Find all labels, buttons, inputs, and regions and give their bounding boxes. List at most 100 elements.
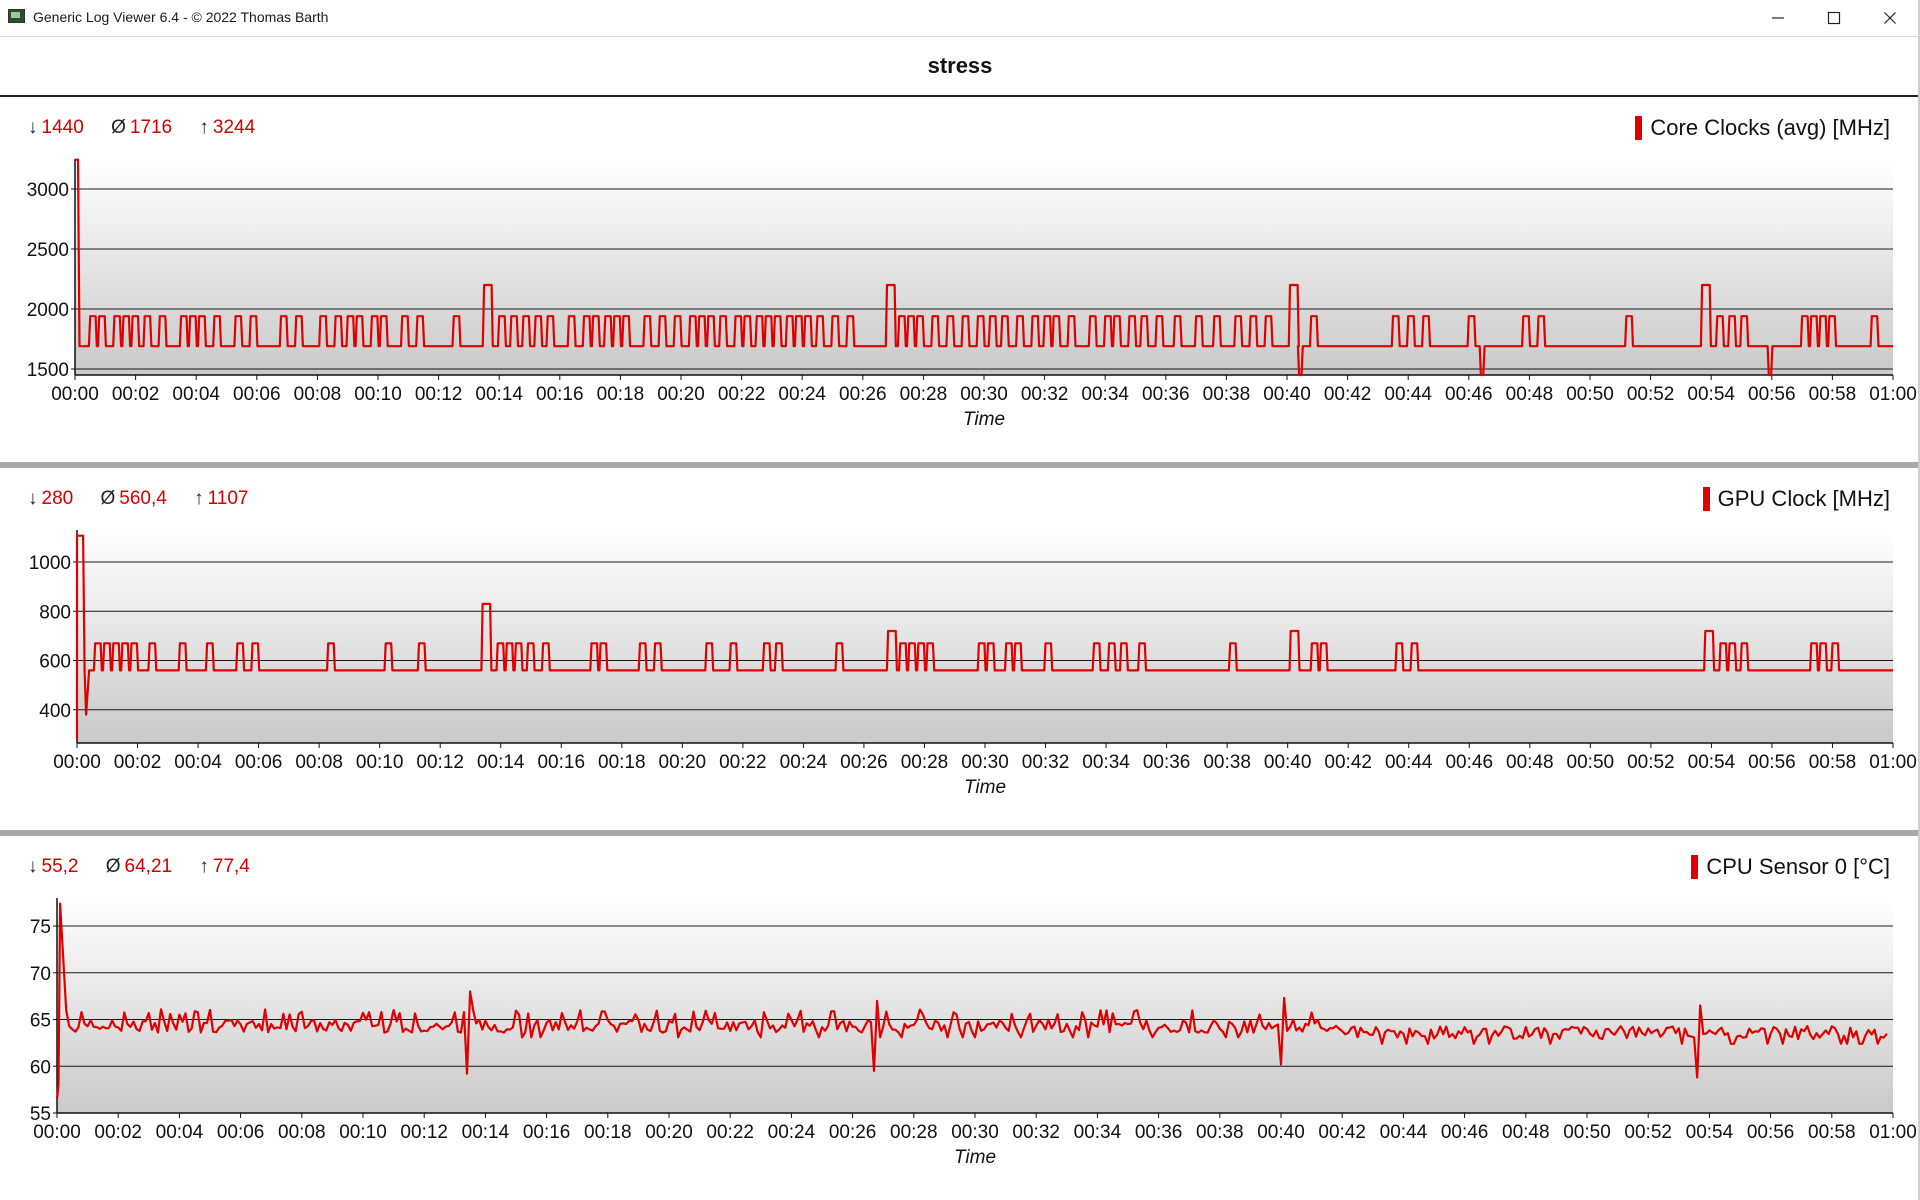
x-tick-label: 00:50	[1566, 384, 1614, 405]
x-tick-label: 00:44	[1380, 1122, 1428, 1143]
legend[interactable]: Core Clocks (avg) [MHz]	[1635, 115, 1890, 141]
x-axis-label: Time	[964, 777, 1006, 798]
min-symbol: ↓	[28, 488, 38, 509]
x-tick-label: 00:34	[1074, 1122, 1122, 1143]
x-tick-label: 00:04	[172, 384, 220, 405]
y-tick-label: 2500	[27, 240, 69, 261]
x-tick-label: 00:48	[1506, 752, 1554, 773]
x-tick-label: 00:28	[900, 384, 948, 405]
max-value: 1107	[207, 488, 249, 509]
x-tick-label: 00:42	[1324, 384, 1372, 405]
avg-symbol: Ø	[105, 856, 121, 877]
x-tick-label: 00:56	[1748, 384, 1796, 405]
x-tick-label: 00:58	[1809, 384, 1857, 405]
x-tick-label: 00:32	[1021, 384, 1069, 405]
stats-row: ↓ 280 Ø 560,4 ↑ 1107	[28, 488, 270, 510]
x-tick-label: 00:48	[1506, 384, 1554, 405]
avg-symbol: Ø	[100, 488, 116, 509]
stats-row: ↓ 1440 Ø 1716 ↑ 3244	[28, 117, 277, 139]
x-tick-label: 00:38	[1203, 752, 1251, 773]
chart-plot-core-clocks[interactable]: 3000 2500 2000 1500 00:00 00:02 00:04 00:06 00:0…	[0, 157, 1920, 462]
y-tick-label: 75	[30, 917, 51, 938]
document-title: stress	[0, 36, 1920, 97]
panel-splitter[interactable]	[0, 462, 1920, 468]
x-tick-label: 00:06	[217, 1122, 265, 1143]
x-tick-label: 00:10	[356, 752, 404, 773]
max-value: 77,4	[212, 856, 250, 877]
minimize-icon	[1772, 17, 1784, 19]
chart-panel-cpu-sensor: ↓ 55,2 Ø 64,21 ↑ 77,4 CPU Sensor 0 [°C] 75 7…	[0, 836, 1920, 1200]
x-tick-label: 00:26	[839, 384, 887, 405]
x-tick-label: 00:36	[1142, 384, 1190, 405]
legend-swatch	[1691, 855, 1699, 879]
x-tick-label: 00:10	[339, 1122, 387, 1143]
x-tick-label: 00:54	[1688, 752, 1736, 773]
panel-splitter[interactable]	[0, 830, 1920, 836]
min-value: 280	[41, 488, 74, 509]
legend[interactable]: GPU Clock [MHz]	[1702, 486, 1890, 512]
x-tick-label: 00:52	[1627, 752, 1675, 773]
x-tick-label: 00:20	[657, 384, 705, 405]
y-tick-label: 2000	[27, 300, 69, 321]
x-tick-label: 00:58	[1809, 752, 1857, 773]
legend-label: GPU Clock [MHz]	[1717, 486, 1890, 511]
x-tick-label: 00:22	[706, 1122, 754, 1143]
app-icon	[8, 9, 25, 23]
avg-value: 1716	[129, 117, 173, 138]
x-axis-label: Time	[963, 409, 1005, 430]
x-tick-label: 00:50	[1563, 1122, 1611, 1143]
x-tick-label: 00:42	[1318, 1122, 1366, 1143]
legend-swatch	[1635, 116, 1643, 140]
y-tick-label: 1000	[29, 553, 71, 574]
x-tick-label: 01:00	[1869, 384, 1917, 405]
x-tick-label: 00:02	[94, 1122, 142, 1143]
x-tick-label: 00:30	[961, 752, 1009, 773]
min-value: 55,2	[41, 856, 79, 877]
x-tick-label: 00:16	[536, 384, 584, 405]
x-tick-label: 00:24	[778, 384, 826, 405]
close-icon	[1884, 12, 1896, 24]
legend-label: CPU Sensor 0 [°C]	[1706, 854, 1890, 879]
x-tick-label: 00:00	[51, 384, 99, 405]
series-line	[55, 902, 1888, 1100]
x-tick-label: 00:18	[597, 384, 645, 405]
x-tick-label: 00:20	[645, 1122, 693, 1143]
x-tick-label: 00:18	[584, 1122, 632, 1143]
x-tick-label: 00:42	[1324, 752, 1372, 773]
x-tick-label: 00:14	[477, 752, 525, 773]
avg-value: 560,4	[119, 488, 167, 509]
max-symbol: ↑	[194, 488, 204, 509]
series-line	[75, 534, 1893, 740]
x-tick-label: 00:04	[156, 1122, 204, 1143]
x-tick-label: 00:44	[1385, 752, 1433, 773]
close-button[interactable]	[1862, 0, 1918, 36]
legend-swatch	[1702, 487, 1710, 511]
x-tick-label: 00:50	[1567, 752, 1615, 773]
window-title: Generic Log Viewer 6.4 - © 2022 Thomas B…	[33, 9, 329, 25]
legend[interactable]: CPU Sensor 0 [°C]	[1691, 854, 1890, 880]
x-tick-label: 00:40	[1264, 752, 1312, 773]
y-tick-label: 65	[30, 1011, 51, 1032]
chart-plot-gpu-clock[interactable]: 1000 800 600 400 00:00 00:02 00:04 00:06 00:08 00…	[0, 528, 1920, 830]
window-border	[1918, 0, 1920, 1200]
x-tick-label: 00:44	[1384, 384, 1432, 405]
stats-row: ↓ 55,2 Ø 64,21 ↑ 77,4	[28, 856, 272, 878]
x-tick-label: 00:46	[1441, 1122, 1489, 1143]
y-tick-label: 1500	[27, 360, 69, 381]
x-tick-label: 00:12	[416, 752, 464, 773]
x-tick-label: 00:26	[840, 752, 888, 773]
y-tick-label: 60	[30, 1057, 51, 1078]
chart-panel-core-clocks: ↓ 1440 Ø 1716 ↑ 3244 Core Clocks (avg) [MHz…	[0, 97, 1920, 462]
max-value: 3244	[212, 117, 256, 138]
x-tick-label: 00:20	[659, 752, 707, 773]
avg-value: 64,21	[124, 856, 173, 877]
x-tick-label: 00:22	[718, 384, 766, 405]
legend-label: Core Clocks (avg) [MHz]	[1650, 115, 1890, 140]
x-tick-label: 00:02	[112, 384, 160, 405]
x-tick-label: 00:14	[462, 1122, 510, 1143]
x-tick-label: 00:54	[1687, 384, 1735, 405]
avg-symbol: Ø	[111, 117, 126, 138]
maximize-button[interactable]	[1806, 0, 1862, 36]
minimize-button[interactable]	[1750, 0, 1806, 36]
